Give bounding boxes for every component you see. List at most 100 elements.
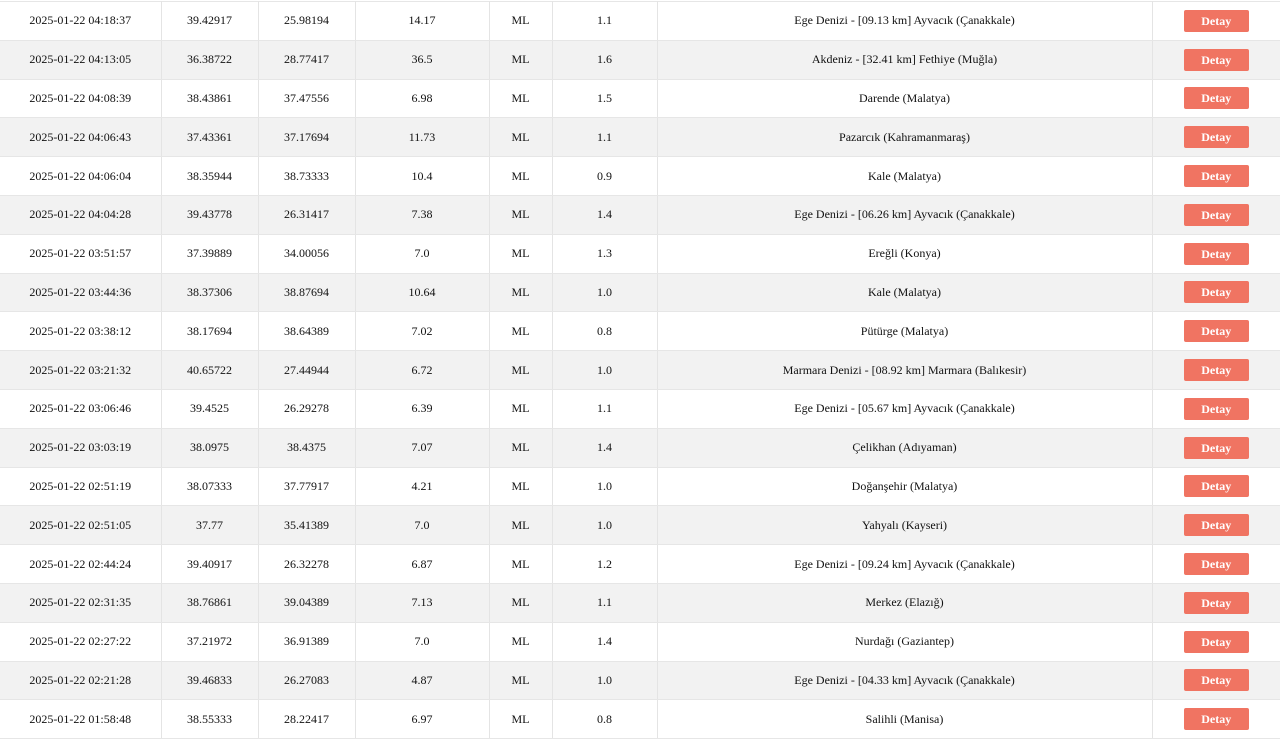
- location-cell: Marmara Denizi - [08.92 km] Marmara (Bal…: [657, 350, 1153, 390]
- magnitude-type-cell: ML: [489, 583, 553, 623]
- magnitude-type-cell: ML: [489, 428, 553, 468]
- longitude-cell: 25.98194: [258, 1, 356, 41]
- date-cell: 2025-01-22 02:21:28: [0, 661, 162, 701]
- detail-button[interactable]: Detay: [1183, 9, 1249, 32]
- magnitude-type-cell: ML: [489, 234, 553, 274]
- magnitude-cell: 1.1: [552, 117, 658, 158]
- detail-button[interactable]: Detay: [1183, 475, 1249, 498]
- longitude-cell: 37.17694: [258, 117, 356, 158]
- longitude-cell: 27.44944: [258, 350, 356, 390]
- depth-cell: 6.39: [355, 389, 490, 429]
- magnitude-cell: 1.1: [552, 583, 658, 623]
- depth-cell: 4.21: [355, 467, 490, 507]
- magnitude-type-cell: ML: [489, 544, 553, 584]
- action-cell: Detay: [1152, 1, 1280, 41]
- detail-button[interactable]: Detay: [1183, 553, 1249, 576]
- depth-cell: 7.0: [355, 622, 490, 662]
- longitude-cell: 38.73333: [258, 156, 356, 196]
- date-cell: 2025-01-22 04:06:43: [0, 117, 162, 158]
- table-row: 2025-01-22 02:27:22 37.21972 36.91389 7.0 ML…: [0, 622, 1280, 662]
- detail-button[interactable]: Detay: [1183, 48, 1249, 71]
- detail-button[interactable]: Detay: [1183, 87, 1249, 110]
- latitude-cell: 38.07333: [161, 467, 259, 507]
- latitude-cell: 39.4525: [161, 389, 259, 429]
- magnitude-type-cell: ML: [489, 117, 553, 158]
- depth-cell: 10.64: [355, 273, 490, 313]
- date-cell: 2025-01-22 03:21:32: [0, 350, 162, 390]
- date-cell: 2025-01-22 03:06:46: [0, 389, 162, 429]
- detail-button[interactable]: Detay: [1183, 591, 1249, 614]
- action-cell: Detay: [1152, 661, 1280, 701]
- depth-cell: 11.73: [355, 117, 490, 158]
- depth-cell: 7.02: [355, 311, 490, 352]
- detail-button[interactable]: Detay: [1183, 320, 1249, 343]
- table-row: 2025-01-22 02:44:24 39.40917 26.32278 6.87 M…: [0, 544, 1280, 584]
- action-cell: Detay: [1152, 699, 1280, 739]
- latitude-cell: 37.43361: [161, 117, 259, 158]
- detail-button[interactable]: Detay: [1183, 165, 1249, 188]
- latitude-cell: 39.46833: [161, 661, 259, 701]
- magnitude-cell: 1.5: [552, 79, 658, 119]
- magnitude-cell: 1.0: [552, 467, 658, 507]
- action-cell: Detay: [1152, 389, 1280, 429]
- detail-button[interactable]: Detay: [1183, 242, 1249, 265]
- action-cell: Detay: [1152, 350, 1280, 390]
- magnitude-cell: 1.6: [552, 40, 658, 80]
- latitude-cell: 38.0975: [161, 428, 259, 468]
- table-row: 2025-01-22 04:06:43 37.43361 37.17694 11.73…: [0, 117, 1280, 158]
- detail-button[interactable]: Detay: [1183, 359, 1249, 382]
- detail-button[interactable]: Detay: [1183, 669, 1249, 692]
- latitude-cell: 37.21972: [161, 622, 259, 662]
- date-cell: 2025-01-22 04:04:28: [0, 195, 162, 235]
- latitude-cell: 37.39889: [161, 234, 259, 274]
- date-cell: 2025-01-22 03:44:36: [0, 273, 162, 313]
- detail-button[interactable]: Detay: [1183, 436, 1249, 459]
- magnitude-type-cell: ML: [489, 79, 553, 119]
- location-cell: Pazarcık (Kahramanmaraş): [657, 117, 1153, 158]
- detail-button[interactable]: Detay: [1183, 514, 1249, 537]
- depth-cell: 7.0: [355, 505, 490, 546]
- action-cell: Detay: [1152, 79, 1280, 119]
- magnitude-type-cell: ML: [489, 661, 553, 701]
- magnitude-type-cell: ML: [489, 389, 553, 429]
- location-cell: Nurdağı (Gaziantep): [657, 622, 1153, 662]
- longitude-cell: 26.31417: [258, 195, 356, 235]
- action-cell: Detay: [1152, 467, 1280, 507]
- action-cell: Detay: [1152, 583, 1280, 623]
- magnitude-cell: 0.8: [552, 699, 658, 739]
- detail-button[interactable]: Detay: [1183, 203, 1249, 226]
- table-row: 2025-01-22 03:21:32 40.65722 27.44944 6.72 M…: [0, 350, 1280, 390]
- location-cell: Ege Denizi - [05.67 km] Ayvacık (Çanakka…: [657, 389, 1153, 429]
- location-cell: Yahyalı (Kayseri): [657, 505, 1153, 546]
- depth-cell: 6.72: [355, 350, 490, 390]
- magnitude-type-cell: ML: [489, 505, 553, 546]
- depth-cell: 6.98: [355, 79, 490, 119]
- table-row: 2025-01-22 04:06:04 38.35944 38.73333 10.4 M…: [0, 156, 1280, 196]
- longitude-cell: 34.00056: [258, 234, 356, 274]
- action-cell: Detay: [1152, 505, 1280, 546]
- location-cell: Ege Denizi - [09.13 km] Ayvacık (Çanakka…: [657, 1, 1153, 41]
- detail-button[interactable]: Detay: [1183, 281, 1249, 304]
- location-cell: Doğanşehir (Malatya): [657, 467, 1153, 507]
- detail-button[interactable]: Detay: [1183, 630, 1249, 653]
- action-cell: Detay: [1152, 117, 1280, 158]
- longitude-cell: 26.29278: [258, 389, 356, 429]
- location-cell: Ereğli (Konya): [657, 234, 1153, 274]
- action-cell: Detay: [1152, 544, 1280, 584]
- longitude-cell: 38.87694: [258, 273, 356, 313]
- date-cell: 2025-01-22 02:51:05: [0, 505, 162, 546]
- latitude-cell: 38.55333: [161, 699, 259, 739]
- detail-button[interactable]: Detay: [1183, 708, 1249, 731]
- detail-button[interactable]: Detay: [1183, 126, 1249, 149]
- longitude-cell: 26.32278: [258, 544, 356, 584]
- table-row: 2025-01-22 02:31:35 38.76861 39.04389 7.13 M…: [0, 583, 1280, 623]
- depth-cell: 14.17: [355, 1, 490, 41]
- latitude-cell: 39.43778: [161, 195, 259, 235]
- detail-button[interactable]: Detay: [1183, 397, 1249, 420]
- action-cell: Detay: [1152, 156, 1280, 196]
- magnitude-cell: 1.1: [552, 1, 658, 41]
- latitude-cell: 38.37306: [161, 273, 259, 313]
- magnitude-type-cell: ML: [489, 699, 553, 739]
- depth-cell: 36.5: [355, 40, 490, 80]
